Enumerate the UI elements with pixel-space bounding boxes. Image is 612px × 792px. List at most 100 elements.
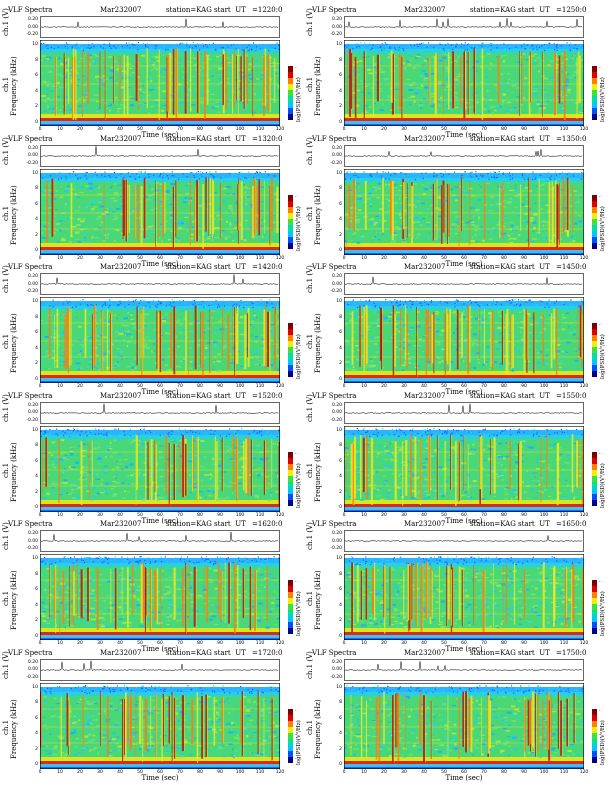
spec-edge-speckle xyxy=(471,172,473,174)
spec-edge-speckle xyxy=(366,304,368,306)
spec-speckle xyxy=(425,101,427,104)
spec-streak xyxy=(54,314,55,369)
freq-tick-label: 2 xyxy=(339,232,342,238)
spec-edge-speckle xyxy=(457,301,459,303)
spec-speckle xyxy=(149,83,154,86)
spec-edge-speckle xyxy=(153,174,155,176)
spec-edge-speckle xyxy=(444,45,446,47)
spec-edge-speckle xyxy=(179,306,181,308)
spec-edge-speckle xyxy=(157,303,159,305)
spec-speckle xyxy=(470,358,475,361)
spec-edge-speckle xyxy=(264,170,266,172)
spec-speckle xyxy=(211,75,214,77)
spec-speckle xyxy=(251,69,254,72)
spec-streak xyxy=(70,182,73,237)
spec-speckle xyxy=(158,209,163,212)
spec-speckle xyxy=(477,357,479,360)
spec-edge-speckle xyxy=(456,299,458,301)
spec-edge-speckle xyxy=(559,172,561,174)
spec-speckle xyxy=(131,336,133,339)
spec-edge-speckle xyxy=(71,47,73,49)
spec-speckle xyxy=(113,199,118,202)
spec-speckle xyxy=(243,223,248,225)
spec-speckle xyxy=(126,358,130,360)
spec-speckle xyxy=(565,341,571,344)
spec-speckle xyxy=(506,72,510,75)
spec-edge-speckle xyxy=(232,174,234,176)
spec-speckle xyxy=(76,362,79,364)
spec-streak xyxy=(363,51,365,119)
spec-edge-speckle xyxy=(542,172,544,174)
spec-speckle xyxy=(423,79,427,82)
spec-speckle xyxy=(202,91,204,94)
spec-edge-speckle xyxy=(480,174,482,176)
spec-streak-edge xyxy=(56,56,57,116)
spec-speckle xyxy=(112,100,117,102)
spec-edge-speckle xyxy=(209,302,211,304)
freq-tick-label: 2 xyxy=(35,361,38,366)
spec-edge-speckle xyxy=(357,176,359,178)
spec-speckle xyxy=(85,218,87,221)
spec-speckle xyxy=(558,346,563,347)
spec-speckle xyxy=(575,349,578,352)
spec-speckle xyxy=(105,78,108,81)
spec-edge-speckle xyxy=(75,174,77,176)
spec-edge-speckle xyxy=(182,300,184,302)
spec-speckle xyxy=(531,185,535,188)
spec-speckle xyxy=(82,346,84,349)
spec-speckle xyxy=(110,197,116,199)
spec-streak xyxy=(520,184,522,231)
spec-speckle xyxy=(458,112,461,115)
spec-edge-speckle xyxy=(488,174,490,176)
spec-speckle xyxy=(557,350,561,353)
spec-speckle xyxy=(542,94,547,97)
spec-speckle xyxy=(487,205,491,207)
spec-speckle xyxy=(565,312,570,314)
spec-speckle xyxy=(571,64,574,67)
time-tick-label: 30 xyxy=(401,127,407,132)
spec-speckle xyxy=(413,67,416,69)
spec-speckle xyxy=(517,88,520,91)
spec-speckle xyxy=(164,364,168,366)
spec-edge-speckle xyxy=(265,45,267,48)
spec-speckle xyxy=(453,78,459,81)
spec-streak xyxy=(461,312,463,358)
spec-speckle xyxy=(457,319,462,321)
spec-speckle xyxy=(109,69,114,72)
spec-speckle xyxy=(55,189,58,192)
spec-edge-speckle xyxy=(570,300,572,302)
spec-edge-speckle xyxy=(509,45,511,47)
spec-edge-speckle xyxy=(109,300,111,302)
spec-speckle xyxy=(106,207,109,209)
spec-streak xyxy=(469,179,471,245)
spec-speckle xyxy=(204,98,209,101)
spec-streak-edge xyxy=(382,313,383,370)
colorbar-swatch xyxy=(288,347,293,354)
spec-speckle xyxy=(248,189,251,191)
spec-speckle xyxy=(529,207,532,210)
spec-edge-speckle xyxy=(422,177,424,179)
spec-speckle xyxy=(85,96,88,98)
spec-speckle xyxy=(480,185,482,187)
spec-speckle xyxy=(507,82,509,84)
spec-speckle xyxy=(379,109,384,111)
spec-edge-speckle xyxy=(256,178,258,180)
spec-speckle xyxy=(71,344,77,346)
spec-speckle xyxy=(87,209,90,211)
spec-speckle xyxy=(276,368,280,371)
spec-speckle xyxy=(446,96,449,99)
spec-edge-speckle xyxy=(137,174,139,176)
spec-speckle xyxy=(358,208,362,211)
time-tick-label: 110 xyxy=(255,127,265,132)
colorbar-swatch xyxy=(288,335,293,342)
spec-edge-speckle xyxy=(244,176,246,178)
colorbar-swatch xyxy=(288,90,293,97)
spec-edge-speckle xyxy=(129,173,131,175)
spec-streak xyxy=(231,307,233,364)
spec-speckle xyxy=(57,73,62,76)
spec-edge-speckle xyxy=(72,300,74,302)
spec-streak-edge xyxy=(134,184,136,238)
spec-edge-speckle xyxy=(501,305,503,307)
spec-edge-speckle xyxy=(397,305,399,307)
spec-edge-speckle xyxy=(570,44,572,46)
